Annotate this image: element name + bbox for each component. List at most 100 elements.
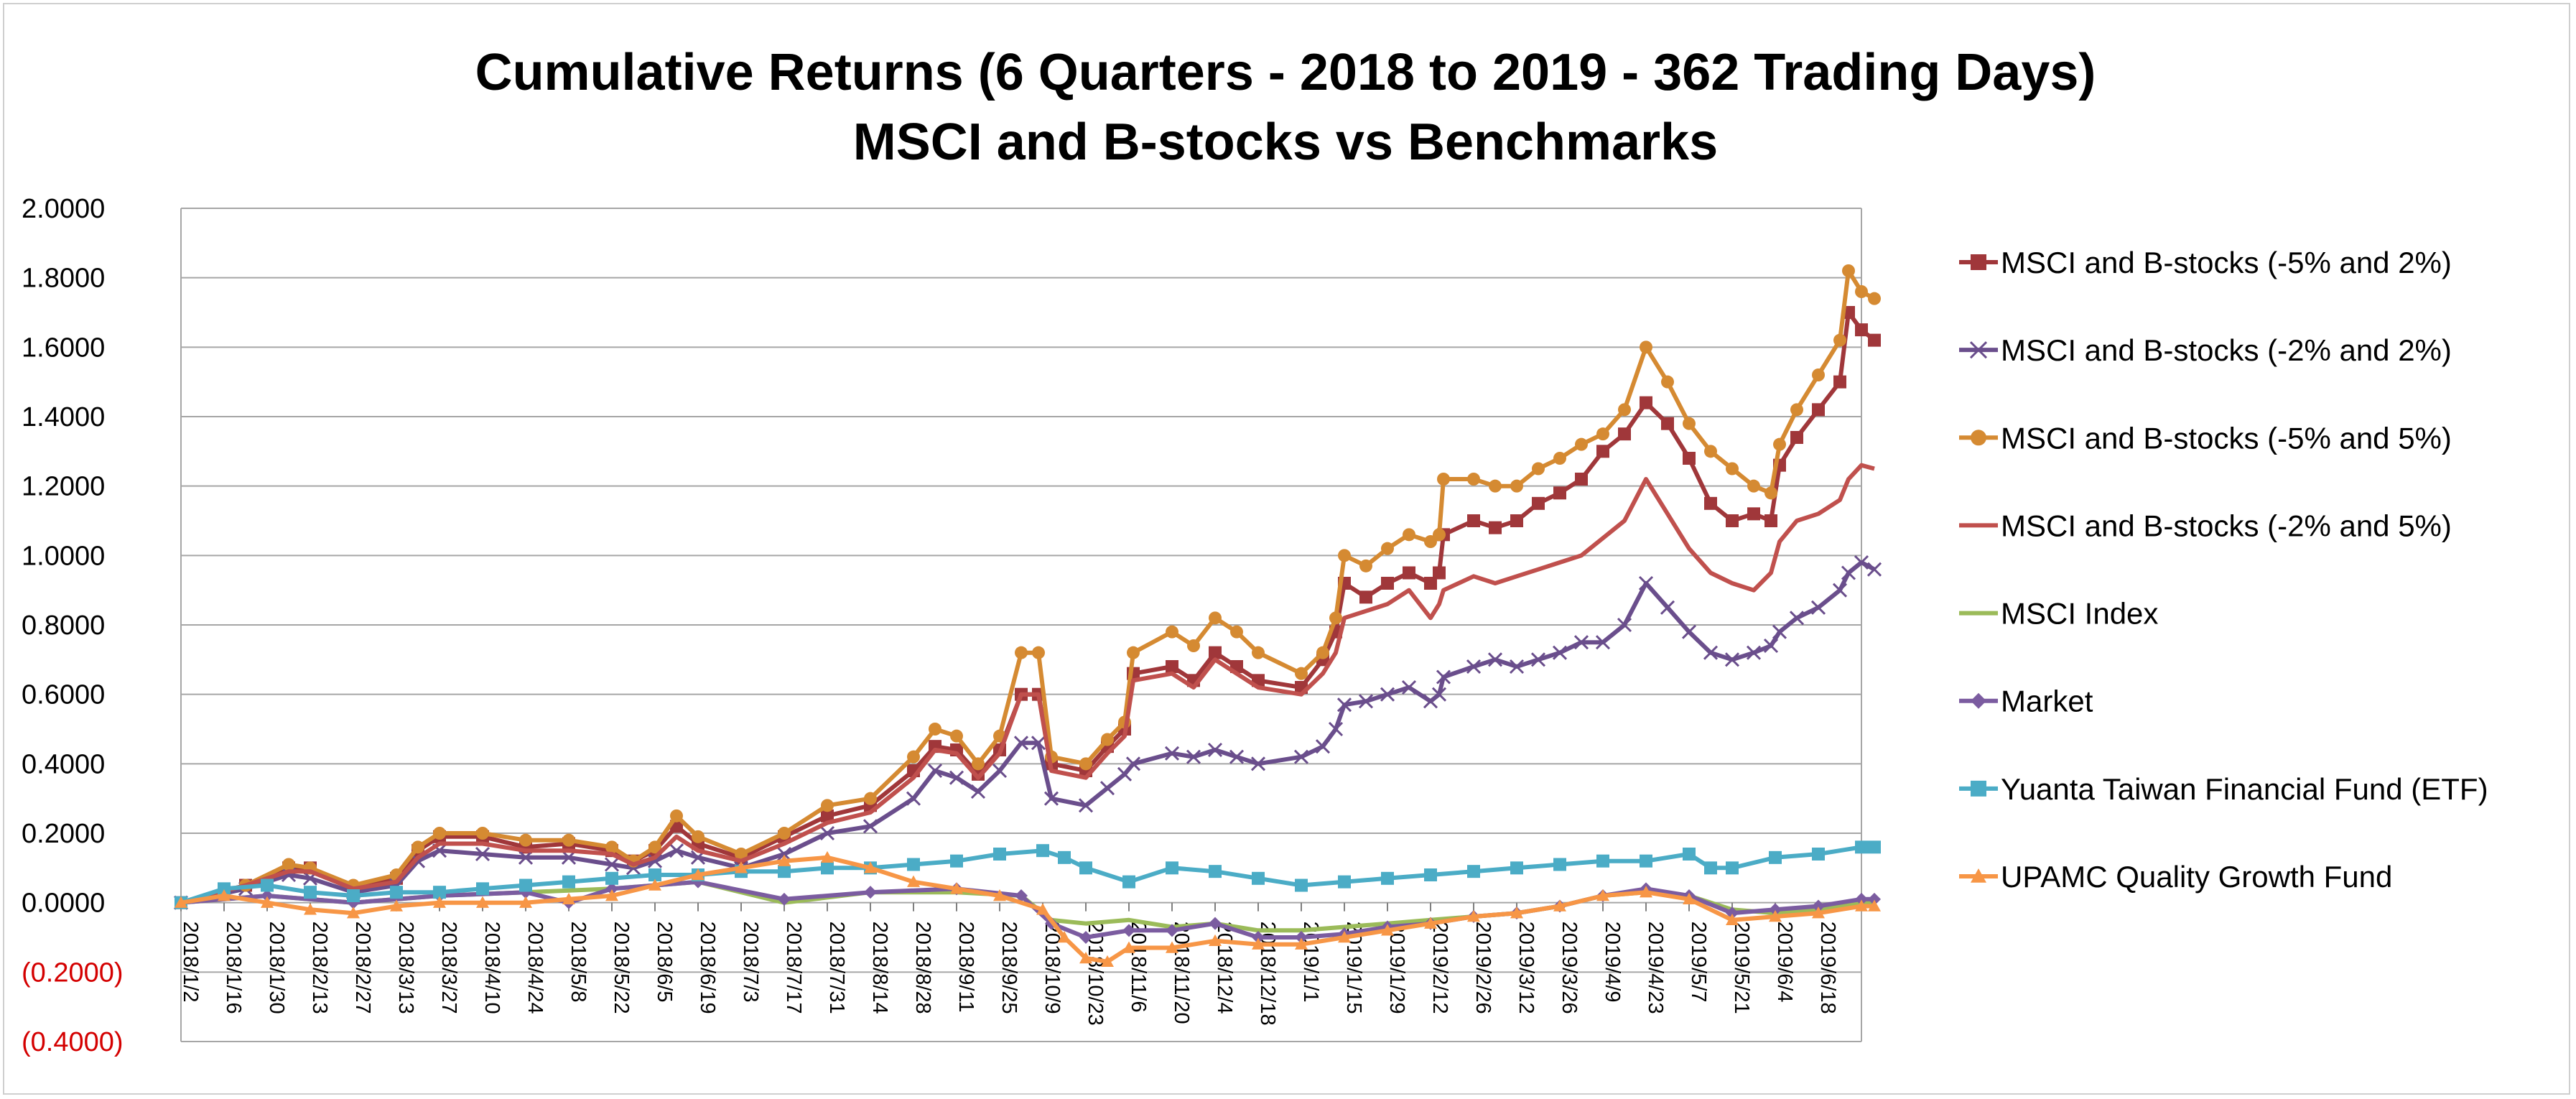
- series-marker: [1117, 766, 1133, 782]
- series-marker: [778, 865, 791, 878]
- x-tick-label: 2018/6/19: [696, 922, 719, 1014]
- series-marker: [1868, 892, 1881, 906]
- series-marker: [1101, 733, 1114, 746]
- series-marker: [1772, 624, 1787, 639]
- series-marker: [347, 889, 360, 902]
- series-marker: [1573, 635, 1589, 650]
- series-marker: [1125, 756, 1141, 771]
- legend-item[interactable]: UPAMC Quality Growth Fund: [1959, 860, 2392, 894]
- series-marker: [1726, 861, 1739, 875]
- series-marker: [778, 892, 791, 906]
- y-tick-label: 0.2000: [22, 819, 105, 849]
- series-marker: [1704, 496, 1717, 510]
- series-marker: [1295, 937, 1308, 950]
- series-marker: [1423, 694, 1438, 709]
- series-marker: [519, 833, 532, 847]
- series-marker: [1553, 452, 1566, 465]
- series-marker: [1381, 924, 1394, 936]
- series-marker: [1683, 848, 1696, 861]
- series-marker: [1854, 555, 1869, 570]
- series-marker: [1293, 749, 1309, 764]
- series-marker: [864, 792, 877, 805]
- series-marker: [776, 846, 792, 862]
- series-marker: [519, 896, 532, 908]
- series-marker: [1510, 479, 1523, 493]
- series-marker: [1127, 646, 1140, 659]
- legend-item[interactable]: MSCI and B-stocks (-2% and 2%): [1959, 333, 2452, 367]
- x-tick-label: 2019/4/9: [1601, 922, 1624, 1003]
- series-marker: [1596, 854, 1609, 868]
- legend-label: MSCI and B-stocks (-2% and 5%): [2001, 509, 2452, 542]
- series-marker: [864, 861, 877, 873]
- y-tick-label: (0.4000): [22, 1027, 124, 1057]
- series-marker: [304, 886, 317, 899]
- series-4: [180, 463, 1875, 905]
- series-marker: [1015, 646, 1028, 659]
- series-marker: [1764, 514, 1777, 527]
- x-tick-label: 2018/1/2: [179, 922, 202, 1003]
- series-marker: [1640, 340, 1652, 354]
- legend-item[interactable]: MSCI and B-stocks (-2% and 5%): [1959, 509, 2452, 542]
- series-marker: [1099, 781, 1115, 796]
- series-7: [175, 840, 1881, 909]
- series-marker: [1726, 514, 1739, 527]
- series-marker: [1833, 375, 1846, 389]
- x-tick-label: 2019/1/29: [1385, 922, 1408, 1014]
- x-tick-label: 2018/12/4: [1213, 922, 1236, 1014]
- series-marker: [1122, 924, 1135, 937]
- legend-item[interactable]: Yuanta Taiwan Financial Fund (ETF): [1959, 772, 2488, 806]
- x-tick-label: 2018/2/13: [308, 922, 331, 1014]
- series-marker: [1207, 742, 1223, 758]
- series-marker: [476, 827, 489, 840]
- series-marker: [1810, 600, 1826, 615]
- series-marker: [1595, 635, 1611, 650]
- series-line: [180, 310, 1876, 905]
- legend-item[interactable]: Market: [1959, 685, 2093, 718]
- series-marker: [1252, 646, 1265, 659]
- series-marker: [1704, 445, 1717, 458]
- x-tick-label: 2018/5/8: [567, 922, 590, 1003]
- series-marker: [1380, 687, 1395, 702]
- series-marker: [1596, 427, 1609, 441]
- y-axis: 2.0000 1.8000 1.6000 1.4000 1.2000 1.0000 0.80…: [22, 194, 124, 1057]
- series-marker: [1436, 669, 1451, 685]
- series-marker: [1058, 931, 1071, 943]
- y-tick-label: 0.4000: [22, 749, 105, 779]
- series-marker: [562, 833, 575, 847]
- series-marker: [1842, 264, 1855, 277]
- series-marker: [1043, 791, 1059, 806]
- series-marker: [1510, 861, 1523, 875]
- series-marker: [993, 848, 1006, 861]
- legend: MSCI and B-stocks (-5% and 2%) MSCI and B…: [1959, 246, 2488, 894]
- x-tick-label: 2018/4/10: [480, 922, 503, 1014]
- chart-subtitle: MSCI and B-stocks vs Benchmarks: [853, 113, 1718, 171]
- series-marker: [1466, 659, 1482, 674]
- series-marker: [1724, 652, 1740, 667]
- series-marker: [562, 892, 575, 905]
- series-marker: [648, 840, 661, 854]
- legend-item[interactable]: MSCI and B-stocks (-5% and 2%): [1959, 246, 2452, 279]
- series-marker: [1431, 687, 1447, 702]
- legend-item[interactable]: MSCI and B-stocks (-5% and 5%): [1959, 421, 2452, 455]
- series-marker: [1433, 566, 1446, 580]
- x-tick-label: 2019/3/12: [1515, 922, 1538, 1014]
- series-marker: [778, 854, 791, 866]
- series-marker: [1596, 889, 1609, 901]
- legend-item[interactable]: MSCI Index: [1959, 597, 2158, 631]
- series-marker: [1252, 871, 1265, 885]
- series-marker: [1971, 430, 1986, 446]
- series-marker: [1530, 652, 1546, 667]
- series-marker: [1187, 639, 1200, 652]
- series-marker: [1553, 858, 1566, 871]
- series-marker: [1683, 892, 1696, 905]
- series-marker: [1250, 756, 1266, 771]
- series-marker: [1252, 931, 1265, 944]
- x-tick-label: 2018/1/16: [222, 922, 245, 1014]
- series-marker: [1763, 638, 1779, 654]
- y-tick-label: 1.2000: [22, 472, 105, 502]
- legend-label: Yuanta Taiwan Financial Fund (ETF): [2001, 772, 2488, 806]
- series-marker: [561, 850, 577, 865]
- series-marker: [261, 896, 274, 908]
- series-marker: [1764, 486, 1777, 500]
- y-tick-label: 0.8000: [22, 611, 105, 641]
